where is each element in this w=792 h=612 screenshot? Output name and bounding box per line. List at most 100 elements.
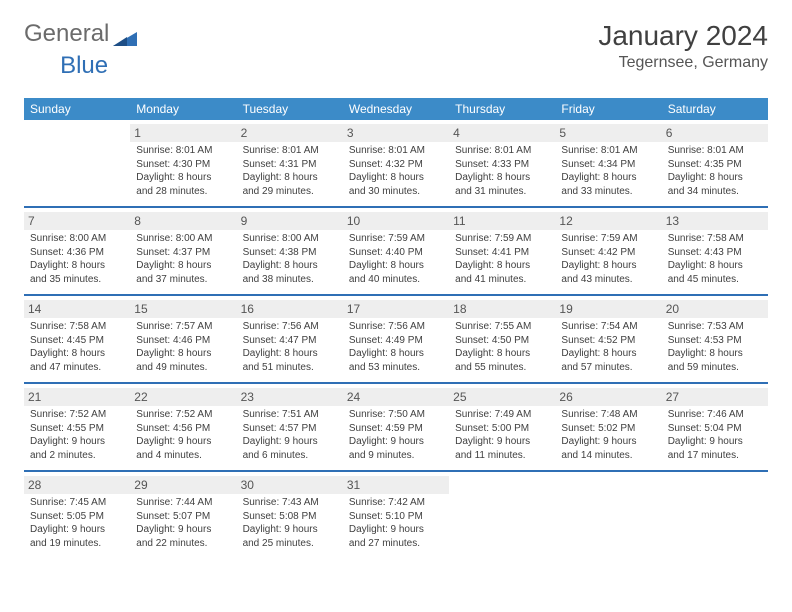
daylight-text: Daylight: 8 hours and 49 minutes. — [136, 347, 230, 374]
day-info: Sunrise: 7:53 AMSunset: 4:53 PMDaylight:… — [668, 320, 762, 374]
sunrise-text: Sunrise: 8:01 AM — [136, 144, 230, 158]
day-cell: 14 Sunrise: 7:58 AMSunset: 4:45 PMDayligh… — [24, 296, 130, 382]
sunrise-text: Sunrise: 8:01 AM — [561, 144, 655, 158]
sunset-text: Sunset: 4:32 PM — [349, 158, 443, 172]
day-info: Sunrise: 7:56 AMSunset: 4:49 PMDaylight:… — [349, 320, 443, 374]
day-cell: 20 Sunrise: 7:53 AMSunset: 4:53 PMDayligh… — [662, 296, 768, 382]
week-row: 28Sunrise: 7:45 AMSunset: 5:05 PMDayligh… — [24, 472, 768, 558]
day-number: 28 — [24, 476, 130, 494]
sunrise-text: Sunrise: 7:52 AM — [30, 408, 124, 422]
day-cell: 23Sunrise: 7:51 AMSunset: 4:57 PMDayligh… — [237, 384, 343, 470]
day-info: Sunrise: 8:00 AMSunset: 4:36 PMDaylight:… — [30, 232, 124, 286]
sunrise-text: Sunrise: 7:53 AM — [668, 320, 762, 334]
daylight-text: Daylight: 8 hours and 34 minutes. — [668, 171, 762, 198]
day-cell: 29Sunrise: 7:44 AMSunset: 5:07 PMDayligh… — [130, 472, 236, 558]
day-cell: 19Sunrise: 7:54 AMSunset: 4:52 PMDayligh… — [555, 296, 661, 382]
month-title: January 2024 — [598, 20, 768, 52]
sunrise-text: Sunrise: 7:49 AM — [455, 408, 549, 422]
day-cell: 31Sunrise: 7:42 AMSunset: 5:10 PMDayligh… — [343, 472, 449, 558]
sunset-text: Sunset: 4:57 PM — [243, 422, 337, 436]
sunset-text: Sunset: 4:56 PM — [136, 422, 230, 436]
sunset-text: Sunset: 5:00 PM — [455, 422, 549, 436]
sunrise-text: Sunrise: 7:43 AM — [243, 496, 337, 510]
sunrise-text: Sunrise: 7:45 AM — [30, 496, 124, 510]
sunset-text: Sunset: 5:02 PM — [561, 422, 655, 436]
sunrise-text: Sunrise: 8:01 AM — [455, 144, 549, 158]
day-info: Sunrise: 7:52 AMSunset: 4:55 PMDaylight:… — [30, 408, 124, 462]
sunset-text: Sunset: 5:04 PM — [668, 422, 762, 436]
sunrise-text: Sunrise: 8:00 AM — [243, 232, 337, 246]
daylight-text: Daylight: 8 hours and 59 minutes. — [668, 347, 762, 374]
day-cell: 4 Sunrise: 8:01 AMSunset: 4:33 PMDaylight… — [449, 120, 555, 206]
daylight-text: Daylight: 9 hours and 9 minutes. — [349, 435, 443, 462]
sunrise-text: Sunrise: 7:46 AM — [668, 408, 762, 422]
daylight-text: Daylight: 8 hours and 45 minutes. — [668, 259, 762, 286]
day-number: 14 — [24, 300, 130, 318]
day-number: 9 — [237, 212, 343, 230]
sunset-text: Sunset: 4:49 PM — [349, 334, 443, 348]
day-info: Sunrise: 8:01 AMSunset: 4:34 PMDaylight:… — [561, 144, 655, 198]
sunrise-text: Sunrise: 7:56 AM — [243, 320, 337, 334]
sunrise-text: Sunrise: 7:48 AM — [561, 408, 655, 422]
day-info: Sunrise: 8:01 AMSunset: 4:32 PMDaylight:… — [349, 144, 443, 198]
day-cell: 25Sunrise: 7:49 AMSunset: 5:00 PMDayligh… — [449, 384, 555, 470]
day-cell: 28Sunrise: 7:45 AMSunset: 5:05 PMDayligh… — [24, 472, 130, 558]
day-number: 2 — [237, 124, 343, 142]
day-number: 20 — [662, 300, 768, 318]
daylight-text: Daylight: 8 hours and 51 minutes. — [243, 347, 337, 374]
daylight-text: Daylight: 9 hours and 11 minutes. — [455, 435, 549, 462]
weeks-container: 1 Sunrise: 8:01 AMSunset: 4:30 PMDaylight… — [24, 120, 768, 558]
day-info: Sunrise: 7:46 AMSunset: 5:04 PMDaylight:… — [668, 408, 762, 462]
day-number: 1 — [130, 124, 236, 142]
day-cell: 18Sunrise: 7:55 AMSunset: 4:50 PMDayligh… — [449, 296, 555, 382]
day-cell — [449, 472, 555, 558]
day-number: 22 — [130, 388, 236, 406]
daylight-text: Daylight: 9 hours and 27 minutes. — [349, 523, 443, 550]
sunset-text: Sunset: 4:42 PM — [561, 246, 655, 260]
sunset-text: Sunset: 4:40 PM — [349, 246, 443, 260]
day-cell: 5Sunrise: 8:01 AMSunset: 4:34 PMDaylight… — [555, 120, 661, 206]
day-info: Sunrise: 7:42 AMSunset: 5:10 PMDaylight:… — [349, 496, 443, 550]
daylight-text: Daylight: 8 hours and 33 minutes. — [561, 171, 655, 198]
day-cell: 21Sunrise: 7:52 AMSunset: 4:55 PMDayligh… — [24, 384, 130, 470]
day-number: 26 — [555, 388, 661, 406]
dayname-fri: Friday — [555, 98, 661, 120]
sunrise-text: Sunrise: 7:56 AM — [349, 320, 443, 334]
daylight-text: Daylight: 8 hours and 28 minutes. — [136, 171, 230, 198]
daylight-text: Daylight: 8 hours and 30 minutes. — [349, 171, 443, 198]
daylight-text: Daylight: 9 hours and 2 minutes. — [30, 435, 124, 462]
daylight-text: Daylight: 9 hours and 19 minutes. — [30, 523, 124, 550]
day-cell: 27Sunrise: 7:46 AMSunset: 5:04 PMDayligh… — [662, 384, 768, 470]
day-cell: 12Sunrise: 7:59 AMSunset: 4:42 PMDayligh… — [555, 208, 661, 294]
day-number: 6 — [662, 124, 768, 142]
daylight-text: Daylight: 9 hours and 22 minutes. — [136, 523, 230, 550]
sunset-text: Sunset: 4:36 PM — [30, 246, 124, 260]
daylight-text: Daylight: 9 hours and 17 minutes. — [668, 435, 762, 462]
day-info: Sunrise: 8:01 AMSunset: 4:30 PMDaylight:… — [136, 144, 230, 198]
day-number: 23 — [237, 388, 343, 406]
day-info: Sunrise: 8:01 AMSunset: 4:33 PMDaylight:… — [455, 144, 549, 198]
location-label: Tegernsee, Germany — [598, 54, 768, 72]
sunset-text: Sunset: 4:33 PM — [455, 158, 549, 172]
day-cell: 9Sunrise: 8:00 AMSunset: 4:38 PMDaylight… — [237, 208, 343, 294]
day-info: Sunrise: 7:59 AMSunset: 4:40 PMDaylight:… — [349, 232, 443, 286]
day-info: Sunrise: 7:58 AMSunset: 4:45 PMDaylight:… — [30, 320, 124, 374]
day-cell: 3Sunrise: 8:01 AMSunset: 4:32 PMDaylight… — [343, 120, 449, 206]
daylight-text: Daylight: 8 hours and 40 minutes. — [349, 259, 443, 286]
sunset-text: Sunset: 4:52 PM — [561, 334, 655, 348]
sunset-text: Sunset: 4:47 PM — [243, 334, 337, 348]
day-cell: 22Sunrise: 7:52 AMSunset: 4:56 PMDayligh… — [130, 384, 236, 470]
day-cell: 26 Sunrise: 7:48 AMSunset: 5:02 PMDayligh… — [555, 384, 661, 470]
sunrise-text: Sunrise: 7:44 AM — [136, 496, 230, 510]
sunrise-text: Sunrise: 7:55 AM — [455, 320, 549, 334]
daylight-text: Daylight: 8 hours and 55 minutes. — [455, 347, 549, 374]
sunrise-text: Sunrise: 7:42 AM — [349, 496, 443, 510]
day-cell: 6Sunrise: 8:01 AMSunset: 4:35 PMDaylight… — [662, 120, 768, 206]
logo-triangle-icon — [113, 25, 137, 43]
sunrise-text: Sunrise: 7:54 AM — [561, 320, 655, 334]
sunset-text: Sunset: 4:34 PM — [561, 158, 655, 172]
day-number: 18 — [449, 300, 555, 318]
day-info: Sunrise: 7:48 AMSunset: 5:02 PMDaylight:… — [561, 408, 655, 462]
day-cell: 24Sunrise: 7:50 AMSunset: 4:59 PMDayligh… — [343, 384, 449, 470]
day-number: 4 — [449, 124, 555, 142]
